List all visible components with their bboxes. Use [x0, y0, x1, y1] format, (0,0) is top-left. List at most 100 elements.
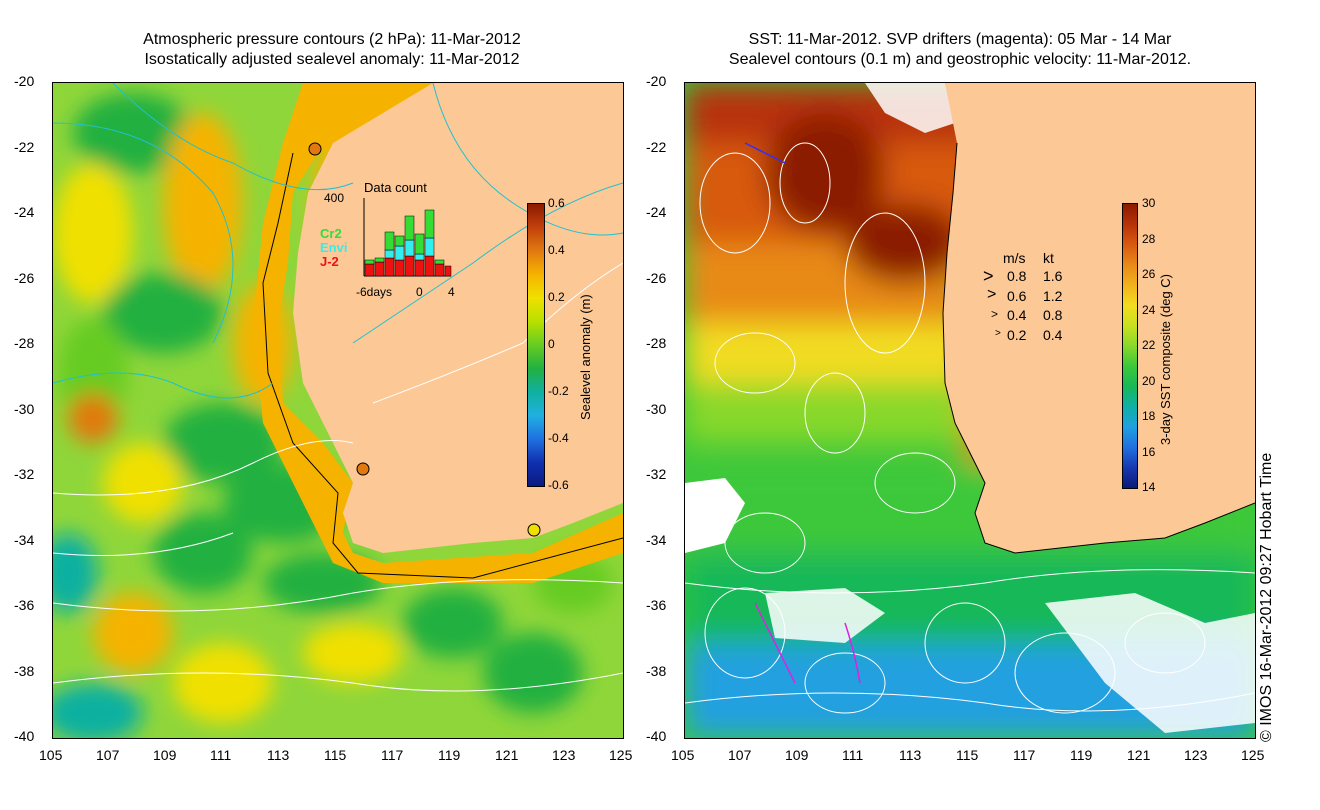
colorbar-tick-label: -0.4 [548, 431, 569, 445]
speed-legend-ms-2: 0.4 [1007, 307, 1027, 323]
sst-colorbar [1122, 203, 1138, 489]
sealevel-contours [685, 142, 1255, 714]
lat-tick-label: -24 [646, 204, 667, 220]
lat-tick-label: -38 [646, 662, 667, 679]
left-title-line1: Atmospheric pressure contours (2 hPa): 1… [143, 31, 521, 48]
lat-tick-label: -30 [646, 400, 667, 417]
colorbar-tick-label: 24 [1142, 302, 1156, 317]
colorbar-tick-label: 26 [1142, 267, 1156, 281]
lat-tick-label: -34 [646, 531, 667, 548]
speed-legend-kt-2: 0.8 [1043, 307, 1063, 323]
sst-field [685, 83, 1255, 738]
lon-tick-label: 117 [1013, 747, 1036, 763]
lat-tick-label: -38 [14, 662, 35, 679]
colorbar-tick-label: 22 [1142, 338, 1156, 352]
tide-gauge-marker-1 [308, 142, 322, 156]
speed-legend-kt-0: 1.6 [1043, 268, 1063, 284]
colorbar-tick-label: 0.2 [548, 290, 565, 304]
right-title-line2: Sealevel contours (0.1 m) and geostrophi… [728, 51, 1192, 68]
lon-tick-label: 113 [267, 747, 290, 763]
inset-xtick-neg6: -6days [356, 285, 392, 299]
lat-tick-label: -30 [14, 400, 35, 417]
colorbar-tick-label: 14 [1142, 480, 1156, 494]
speed-arrow-icon: > [995, 328, 1001, 339]
lat-tick-label: -28 [646, 335, 667, 351]
lon-tick-label: 111 [842, 747, 864, 763]
lon-tick-label: 117 [381, 747, 404, 763]
lon-tick-label: 123 [1184, 747, 1208, 763]
colorbar-tick-label: 16 [1142, 444, 1156, 459]
lat-tick-label: -36 [14, 597, 35, 613]
lat-tick-label: -22 [646, 138, 667, 155]
sst-colorbar-label: 3-day SST composite (deg C) [1158, 274, 1173, 445]
lon-tick-label: 123 [552, 747, 576, 763]
lon-tick-label: 107 [728, 747, 752, 763]
lon-tick-label: 115 [324, 747, 347, 763]
lon-tick-label: 113 [899, 747, 922, 763]
lat-tick-label: -34 [14, 531, 35, 548]
speed-legend-ms-3: 0.2 [1007, 327, 1027, 343]
speed-legend-kt-1: 1.2 [1043, 288, 1063, 304]
speed-arrow-icon: > [991, 307, 999, 321]
lat-tick-label: -26 [646, 269, 667, 286]
inset-bars [364, 209, 452, 277]
lon-tick-label: 121 [495, 747, 519, 763]
lat-tick-label: -26 [14, 269, 35, 286]
left-title-line2: Isostatically adjusted sealevel anomaly:… [144, 51, 520, 68]
sealevel-anomaly-field [53, 83, 623, 738]
lon-tick-label: 119 [1070, 747, 1093, 763]
lon-tick-label: 111 [210, 747, 232, 763]
data-count-inset: Data count 400 Cr2 [316, 176, 466, 301]
sealevel-colorbar-label: Sealevel anomaly (m) [578, 294, 593, 420]
colorbar-tick-label: 30 [1142, 196, 1156, 210]
tide-gauge-marker-2 [356, 462, 370, 476]
lat-tick-label: -36 [646, 597, 667, 613]
lat-tick-label: -40 [14, 728, 35, 744]
inset-ymax-label: 400 [324, 191, 344, 205]
speed-legend-kt-3: 0.4 [1043, 327, 1063, 343]
sealevel-anomaly-map [52, 82, 624, 739]
inset-title: Data count [364, 180, 427, 195]
lat-tick-label: -32 [646, 466, 667, 482]
lat-tick-label: -20 [14, 73, 35, 89]
colorbar-tick-label: -0.6 [548, 478, 569, 492]
tide-gauge-marker-3 [527, 523, 541, 537]
sst-map [684, 82, 1256, 739]
colorbar-tick-label: 0.4 [548, 243, 565, 257]
lon-tick-label: 119 [438, 747, 461, 763]
speed-legend-header-kt: kt [1043, 250, 1054, 266]
inset-legend-cr2: Cr2 [320, 226, 342, 241]
inset-xtick-4: 4 [448, 285, 455, 299]
colorbar-tick-label: -0.2 [548, 384, 569, 398]
colorbar-tick-label: 0.6 [548, 196, 565, 210]
inset-legend-j2: J-2 [320, 254, 339, 269]
lon-tick-label: 121 [1127, 747, 1151, 763]
lat-tick-label: -22 [14, 138, 35, 155]
lon-tick-label: 125 [1241, 747, 1265, 763]
sealevel-colorbar [527, 203, 545, 487]
right-title-line1: SST: 11-Mar-2012. SVP drifters (magenta)… [748, 31, 1172, 48]
inset-xtick-0: 0 [416, 285, 423, 299]
lat-tick-label: -40 [646, 728, 667, 744]
lon-tick-label: 107 [96, 747, 120, 763]
speed-legend-ms-1: 0.6 [1007, 288, 1027, 304]
inset-legend-envi: Envi [320, 240, 347, 255]
colorbar-tick-label: 28 [1142, 231, 1156, 246]
lat-tick-label: -32 [14, 466, 35, 482]
lon-tick-label: 125 [609, 747, 633, 763]
speed-arrow-icon: > [987, 286, 997, 303]
lat-tick-label: -20 [646, 73, 667, 89]
speed-legend-ms-0: 0.8 [1007, 268, 1027, 284]
speed-legend-header-ms: m/s [1003, 250, 1026, 266]
credit-text: © IMOS 16-Mar-2012 09:27 Hobart Time [1258, 452, 1275, 742]
colorbar-tick-label: 0 [548, 337, 555, 351]
lon-tick-label: 105 [39, 747, 63, 763]
speed-arrow-icon: > [983, 266, 994, 286]
lon-tick-label: 115 [956, 747, 979, 763]
lon-tick-label: 105 [671, 747, 695, 763]
lat-tick-label: -28 [14, 335, 35, 351]
colorbar-tick-label: 20 [1142, 373, 1156, 388]
lon-tick-label: 109 [785, 747, 809, 763]
lat-tick-label: -24 [14, 204, 35, 220]
lon-tick-label: 109 [153, 747, 177, 763]
